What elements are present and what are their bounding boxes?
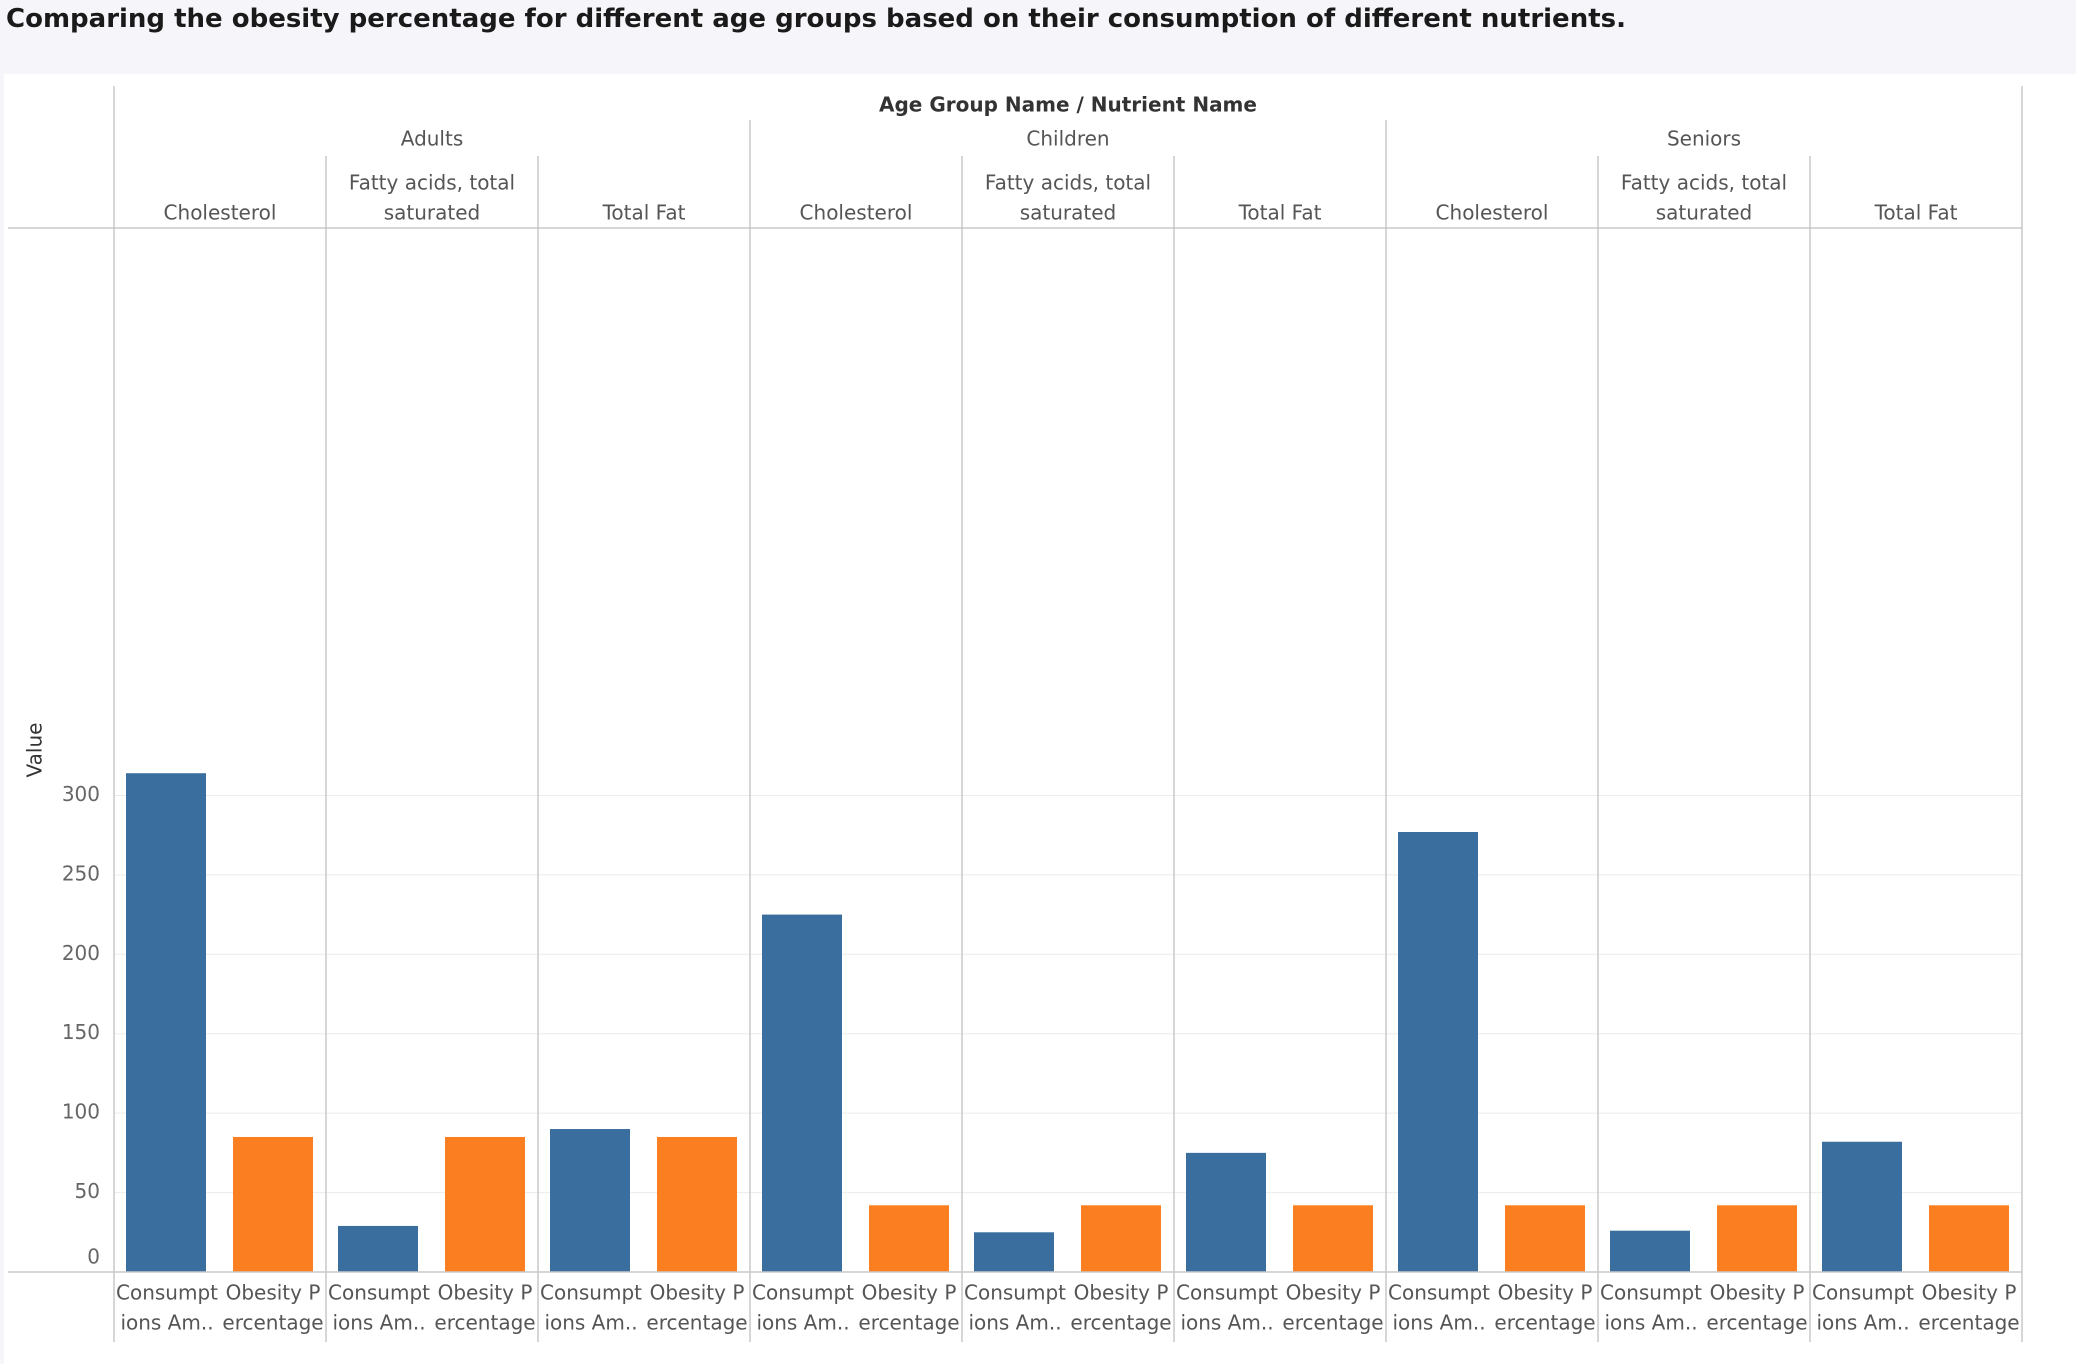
nutrient-label: Cholesterol: [164, 201, 277, 225]
x-tick-label: Obesity P: [1498, 1281, 1593, 1305]
bar-consumption: [126, 773, 206, 1272]
y-tick-label: 250: [62, 861, 100, 885]
bar-consumption: [338, 1225, 418, 1272]
x-tick-label: Obesity P: [438, 1281, 533, 1305]
x-tick-label: Obesity P: [1286, 1281, 1381, 1305]
x-tick-label: Obesity P: [226, 1281, 321, 1305]
nutrient-label: Fatty acids, total: [1621, 171, 1787, 195]
x-tick-label: Consumpt: [752, 1281, 854, 1305]
nutrient-label: Total Fat: [602, 201, 686, 225]
bar-consumption: [1610, 1230, 1690, 1272]
bar-obesity: [1717, 1205, 1797, 1272]
x-tick-label: ercentage: [1494, 1311, 1595, 1335]
x-tick-label: ercentage: [222, 1311, 323, 1335]
bar-obesity: [1293, 1205, 1373, 1272]
x-tick-label: ercentage: [1706, 1311, 1807, 1335]
group-label: Adults: [401, 127, 464, 151]
y-tick-label: 150: [62, 1020, 100, 1044]
y-tick-label: 50: [75, 1179, 100, 1203]
header-title: Age Group Name / Nutrient Name: [879, 93, 1257, 117]
bar-obesity: [233, 1136, 313, 1272]
x-tick-label: ions Am..: [120, 1311, 213, 1335]
bar-consumption: [1186, 1152, 1266, 1272]
group-label: Children: [1026, 127, 1109, 151]
bar-obesity: [657, 1136, 737, 1272]
y-tick-label: 200: [62, 941, 100, 965]
x-tick-label: ercentage: [1918, 1311, 2019, 1335]
nutrient-label: Fatty acids, total: [349, 171, 515, 195]
bar-consumption: [550, 1129, 630, 1272]
x-tick-label: Consumpt: [1176, 1281, 1278, 1305]
bar-consumption: [1398, 831, 1478, 1272]
x-tick-label: ions Am..: [1604, 1311, 1697, 1335]
group-label: Seniors: [1667, 127, 1741, 151]
y-tick-label: 100: [62, 1100, 100, 1124]
nutrient-label: Total Fat: [1238, 201, 1322, 225]
x-tick-label: Consumpt: [328, 1281, 430, 1305]
x-tick-label: ions Am..: [544, 1311, 637, 1335]
bar-consumption: [1822, 1141, 1902, 1272]
x-tick-label: ions Am..: [1392, 1311, 1485, 1335]
bar-consumption: [762, 914, 842, 1272]
y-tick-label: 300: [62, 782, 100, 806]
x-tick-label: ions Am..: [968, 1311, 1061, 1335]
nutrient-label: saturated: [1656, 201, 1753, 225]
x-tick-label: Consumpt: [116, 1281, 218, 1305]
bar-obesity: [1081, 1205, 1161, 1272]
x-tick-label: ercentage: [646, 1311, 747, 1335]
bar-obesity: [1929, 1205, 2009, 1272]
nutrient-label: Cholesterol: [800, 201, 913, 225]
x-tick-label: Consumpt: [540, 1281, 642, 1305]
nutrient-label: Fatty acids, total: [985, 171, 1151, 195]
nutrient-label: saturated: [1020, 201, 1117, 225]
x-tick-label: Obesity P: [1922, 1281, 2017, 1305]
x-tick-label: ercentage: [434, 1311, 535, 1335]
x-tick-label: Consumpt: [964, 1281, 1066, 1305]
nutrient-label: Total Fat: [1874, 201, 1958, 225]
bar-obesity: [445, 1136, 525, 1272]
x-tick-label: ercentage: [1282, 1311, 1383, 1335]
x-tick-label: Obesity P: [1074, 1281, 1169, 1305]
x-tick-label: ions Am..: [1816, 1311, 1909, 1335]
x-tick-label: Obesity P: [650, 1281, 745, 1305]
x-tick-label: Obesity P: [862, 1281, 957, 1305]
y-tick-label: 0: [87, 1245, 100, 1269]
x-tick-label: Consumpt: [1388, 1281, 1490, 1305]
bar-consumption: [974, 1232, 1054, 1272]
x-tick-label: ercentage: [1070, 1311, 1171, 1335]
x-tick-label: ions Am..: [1180, 1311, 1273, 1335]
y-axis-title: Value: [23, 723, 47, 778]
nutrient-label: Cholesterol: [1436, 201, 1549, 225]
x-tick-label: ions Am..: [332, 1311, 425, 1335]
x-tick-label: Consumpt: [1812, 1281, 1914, 1305]
page-title: Comparing the obesity percentage for dif…: [6, 4, 1626, 34]
bar-chart: 0 50 100 150 200 250 300 Value Age Group Name / …: [8, 86, 2023, 1342]
chart-panel: 0 50 100 150 200 250 300 Value Age Group Name / …: [4, 74, 2076, 1364]
nutrient-label: saturated: [384, 201, 481, 225]
x-tick-label: ercentage: [858, 1311, 959, 1335]
bar-obesity: [869, 1205, 949, 1272]
x-tick-label: Obesity P: [1710, 1281, 1805, 1305]
bar-obesity: [1505, 1205, 1585, 1272]
x-tick-label: ions Am..: [756, 1311, 849, 1335]
x-tick-label: Consumpt: [1600, 1281, 1702, 1305]
